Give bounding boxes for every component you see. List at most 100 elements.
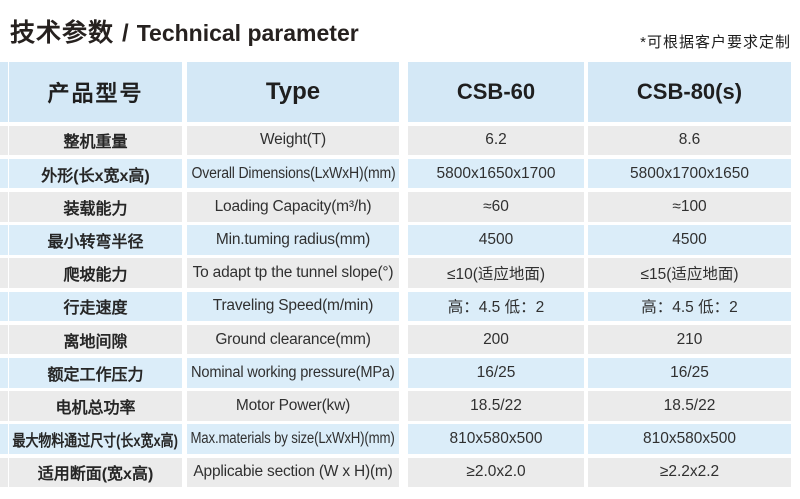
row-label-zh: 最小转弯半径 <box>9 225 182 255</box>
table-edge-sliver <box>0 158 8 189</box>
row-label-en: To adapt tp the tunnel slope(°) <box>187 258 399 288</box>
value-csb80: 4500 <box>588 225 791 255</box>
row-label-en-text: Applicabie section (W x H)(m) <box>193 463 393 481</box>
table-edge-sliver <box>0 225 8 255</box>
value-csb80-text: 210 <box>676 330 703 348</box>
header-product-model-label: 产品型号 <box>47 81 144 106</box>
header-model-csb80: CSB-80(s) <box>588 62 791 122</box>
value-csb80-text: 16/25 <box>670 363 709 381</box>
value-csb60-text: 18.5/22 <box>470 396 522 414</box>
value-csb60: ≥2.0x2.0 <box>408 457 584 488</box>
value-csb80: 16/25 <box>588 358 791 388</box>
row-label-en-text: Max.materials by size(LxWxH)(mm) <box>190 430 396 448</box>
value-csb60: 810x580x500 <box>408 424 584 454</box>
header-type-label: Type <box>265 78 321 105</box>
row-label-en-text: Motor Power(kw) <box>235 396 351 414</box>
header-model-csb60: CSB-60 <box>408 62 584 122</box>
value-csb80: 210 <box>588 324 791 355</box>
value-csb80-text: 810x580x500 <box>642 430 737 448</box>
row-label-en: Loading Capacity(m³/h) <box>187 192 399 222</box>
row-label-zh-text: 整机重量 <box>63 134 128 152</box>
row-label-en-text: Nominal working pressure(MPa) <box>191 363 395 381</box>
value-csb80: 8.6 <box>588 125 791 156</box>
value-csb80: 5800x1700x1650 <box>588 158 791 189</box>
value-csb80-text: 4500 <box>672 231 707 248</box>
row-label-zh-text: 电机总功率 <box>55 399 136 417</box>
value-csb60: 18.5/22 <box>408 391 584 421</box>
page-title-en: Technical parameter <box>136 20 359 46</box>
row-label-en-text: Traveling Speed(m/min) <box>212 297 374 315</box>
table-edge-sliver <box>0 62 8 122</box>
table-edge-sliver <box>0 125 8 156</box>
value-csb60-text: ≥2.0x2.0 <box>466 463 526 481</box>
value-csb60-text: ≈60 <box>483 197 509 215</box>
value-csb80: ≤15(适应地面) <box>588 258 791 288</box>
value-csb80: 高：4.5 低：2 <box>588 291 791 322</box>
value-csb60-text: 810x580x500 <box>449 430 543 448</box>
row-label-zh-text: 外形(长x宽x高) <box>41 167 150 185</box>
value-csb60-text: 200 <box>483 330 509 348</box>
header-model-csb60-label: CSB-60 <box>456 79 536 104</box>
row-label-zh: 行走速度 <box>9 291 182 322</box>
page-title-separator: / <box>122 20 129 47</box>
row-label-zh-text: 适用断面(宽x高) <box>37 466 154 484</box>
row-label-en-text: Loading Capacity(m³/h) <box>214 197 372 215</box>
row-label-en: Weight(T) <box>187 125 399 156</box>
row-label-zh-text: 爬坡能力 <box>63 267 128 285</box>
value-csb80-text: 5800x1700x1650 <box>630 164 749 182</box>
value-csb80-text: 高：4.5 低：2 <box>641 299 738 317</box>
row-label-zh: 电机总功率 <box>9 391 182 421</box>
spec-table: 产品型号 Type CSB-60 CSB-80(s) 整机重量 Weight(T)… <box>0 62 791 488</box>
value-csb80-text: ≤15(适应地面) <box>640 266 739 284</box>
row-label-zh: 最大物料通过尺寸(长x宽x高) <box>9 424 182 454</box>
table-edge-sliver <box>0 391 8 421</box>
value-csb60-text: ≤10(适应地面) <box>446 266 546 284</box>
row-label-zh: 适用断面(宽x高) <box>9 457 182 488</box>
row-label-zh: 离地间隙 <box>9 324 182 355</box>
row-label-en: Nominal working pressure(MPa) <box>187 358 399 388</box>
table-edge-sliver <box>0 457 8 488</box>
row-label-en: Motor Power(kw) <box>187 391 399 421</box>
page-title: 技术参数 / Technical parameter <box>10 13 359 49</box>
row-label-en-text: To adapt tp the tunnel slope(°) <box>192 264 394 282</box>
header-model-csb80-label: CSB-80(s) <box>636 79 743 104</box>
table-edge-sliver <box>0 424 8 454</box>
row-label-zh-text: 行走速度 <box>63 300 128 318</box>
value-csb80: 18.5/22 <box>588 391 791 421</box>
value-csb80-text: ≈100 <box>672 197 707 215</box>
value-csb60-text: 高：4.5 低：2 <box>447 299 545 317</box>
header-type: Type <box>187 62 399 122</box>
value-csb60: 6.2 <box>408 125 584 156</box>
value-csb60: ≤10(适应地面) <box>408 258 584 288</box>
row-label-en: Ground clearance(mm) <box>187 324 399 355</box>
table-edge-sliver <box>0 324 8 355</box>
value-csb60: 16/25 <box>408 358 584 388</box>
row-label-zh: 额定工作压力 <box>9 358 182 388</box>
header-product-model: 产品型号 <box>9 62 182 122</box>
row-label-zh-text: 最小转弯半径 <box>47 234 144 251</box>
value-csb80-text: 18.5/22 <box>663 396 716 414</box>
value-csb60: ≈60 <box>408 192 584 222</box>
row-label-en: Min.tuming radius(mm) <box>187 225 399 255</box>
row-label-zh-text: 额定工作压力 <box>47 366 144 384</box>
row-label-en: Traveling Speed(m/min) <box>187 291 399 322</box>
row-label-zh-text: 最大物料通过尺寸(长x宽x高) <box>12 433 179 451</box>
row-label-zh: 装载能力 <box>9 192 182 222</box>
row-label-zh-text: 离地间隙 <box>63 333 128 351</box>
table-edge-sliver <box>0 358 8 388</box>
row-label-en: Applicabie section (W x H)(m) <box>187 457 399 488</box>
row-label-en-text: Ground clearance(mm) <box>215 330 371 348</box>
table-edge-sliver <box>0 258 8 288</box>
table-edge-sliver <box>0 192 8 222</box>
value-csb60: 5800x1650x1700 <box>408 158 584 189</box>
page-title-zh: 技术参数 <box>10 19 115 47</box>
value-csb60: 高：4.5 低：2 <box>408 291 584 322</box>
row-label-zh: 爬坡能力 <box>9 258 182 288</box>
table-edge-sliver <box>0 291 8 322</box>
row-label-zh-text: 装载能力 <box>63 200 128 218</box>
value-csb80: 810x580x500 <box>588 424 791 454</box>
value-csb80-text: ≥2.2x2.2 <box>659 463 720 481</box>
row-label-zh: 外形(长x宽x高) <box>9 158 182 189</box>
value-csb60: 4500 <box>408 225 584 255</box>
